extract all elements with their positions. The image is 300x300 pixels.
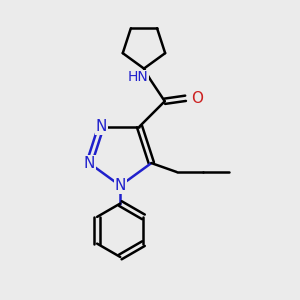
- Text: N: N: [115, 178, 126, 193]
- Text: N: N: [95, 119, 107, 134]
- Text: N: N: [83, 156, 95, 171]
- Text: O: O: [191, 91, 203, 106]
- Text: HN: HN: [128, 70, 148, 85]
